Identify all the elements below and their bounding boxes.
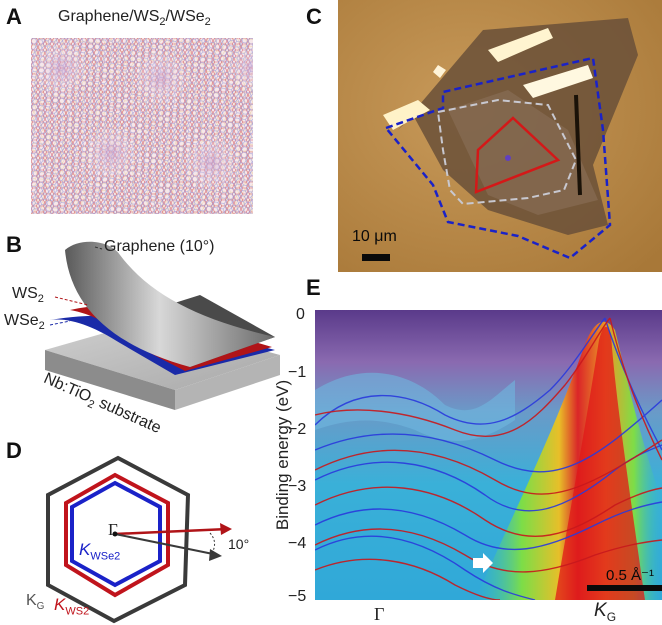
kg-base: K	[26, 592, 37, 609]
arpes-ytick-3: −3	[288, 478, 307, 495]
substrate-front	[45, 350, 175, 410]
optical-micrograph	[338, 0, 662, 272]
ws2-label-base: WS	[12, 285, 38, 302]
kg-label: KG	[26, 592, 44, 612]
micrograph-scale-bar	[362, 254, 390, 261]
arpes-xtick-kg-sub: G	[606, 609, 617, 624]
arpes-scale-bar	[587, 585, 662, 591]
arrow-marker	[473, 553, 493, 573]
graphene-curl	[65, 241, 275, 367]
panel-a-title-sub1: 2	[159, 16, 166, 29]
panel-a-title-sub2: 2	[204, 16, 211, 29]
brillouin-zone-diagram	[46, 455, 232, 624]
arpes-xtick-kg-base: K	[594, 600, 607, 621]
kg-sub: G	[36, 601, 45, 613]
arpes-xtick-kg: KG	[594, 600, 616, 624]
kwse2-base: K	[79, 540, 91, 559]
graphene-bz	[46, 455, 191, 624]
arpes-ytick-1: −1	[288, 364, 307, 381]
kws2-label: KWS2	[54, 595, 89, 617]
red-outline	[474, 116, 561, 194]
bz-angle-label: 10°	[228, 536, 250, 552]
panel-a-title-base: Graphene/WS	[58, 8, 160, 25]
ws2-label-sub: 2	[37, 293, 44, 306]
moire-lattice-image	[31, 38, 253, 214]
panel-a-title-mid: /WSe	[165, 8, 205, 25]
micrograph-scale-label: 10 μm	[352, 228, 397, 245]
wse2-label-base: WSe	[4, 312, 39, 329]
kws2-sub: WS2	[65, 605, 90, 618]
bz-gamma-label: Γ	[108, 520, 118, 539]
wse2-label: WSe2	[4, 312, 45, 332]
kws2-base: K	[54, 595, 66, 614]
panel-c-letter: C	[306, 4, 322, 29]
panel-e-letter: E	[306, 275, 321, 300]
arpes-spectrum	[315, 310, 662, 600]
arpes-ytick-0: 0	[296, 306, 305, 323]
arpes-xtick-gamma: Γ	[374, 604, 385, 624]
wse2-bz	[70, 480, 162, 588]
kwse2-sub: WSe2	[90, 550, 121, 563]
ws2-bz	[64, 472, 170, 598]
ws2-label: WS2	[12, 285, 44, 305]
panel-a-title: Graphene/WS2/WSe2	[58, 8, 211, 28]
panel-d-letter: D	[6, 438, 22, 463]
panel-b-letter: B	[6, 232, 22, 257]
arpes-scale-label: 0.5 Å⁻¹	[606, 567, 654, 584]
arpes-ytick-5: −5	[288, 588, 307, 605]
kwse2-label: KWSe2	[79, 540, 120, 562]
arpes-ytick-2: −2	[288, 421, 307, 438]
graphene-label: Graphene (10°)	[104, 238, 215, 255]
arpes-ytick-4: −4	[288, 535, 307, 552]
heterostructure-illustration	[45, 241, 280, 410]
arpes-ylabel: Binding energy (eV)	[273, 379, 292, 531]
gray-outline	[436, 98, 578, 206]
blue-outline	[383, 56, 612, 260]
substrate-side	[175, 355, 280, 410]
panel-a-letter: A	[6, 4, 22, 29]
wse2-label-sub: 2	[38, 320, 45, 333]
